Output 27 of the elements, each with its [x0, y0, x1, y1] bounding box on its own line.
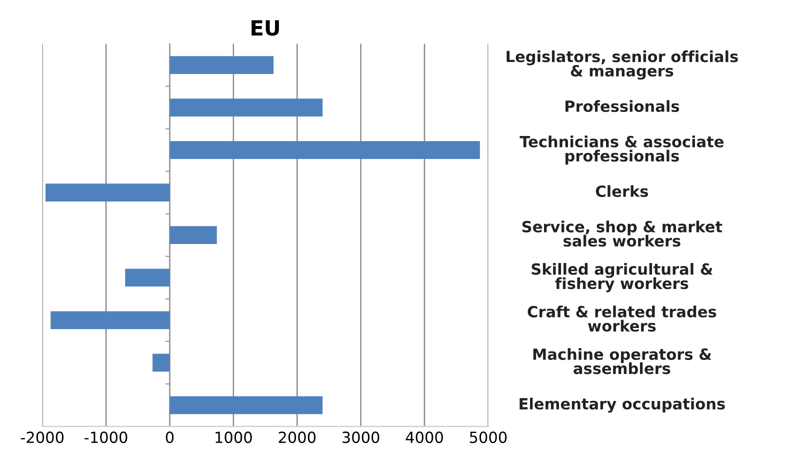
- x-tick-label: 2000: [278, 432, 316, 444]
- x-tick-label: -2000: [20, 432, 64, 444]
- bar: [46, 184, 170, 202]
- y-tick-label: Craft & related trades workers: [528, 306, 716, 332]
- y-tick-label: Clerks: [596, 185, 648, 198]
- y-tick-label: Elementary occupations: [520, 398, 725, 413]
- bar: [152, 354, 170, 372]
- bar: [170, 226, 217, 244]
- y-tick-label: Service, shop & market sales workers: [522, 220, 722, 247]
- y-tick-label: Machine operators & assemblers: [533, 348, 712, 374]
- chart-title: EU: [252, 20, 279, 36]
- y-tick-label: Technicians & associate professionals: [520, 136, 724, 165]
- bar: [170, 56, 274, 74]
- x-tick-label: 3000: [342, 432, 380, 444]
- y-tick-label: Professionals: [566, 100, 680, 112]
- x-tick-label: 0: [166, 432, 174, 444]
- bar: [170, 98, 323, 116]
- bar: [170, 396, 323, 414]
- y-tick-label: Skilled agricultural & fishery workers: [532, 263, 713, 292]
- bar: [125, 268, 170, 287]
- x-tick-label: 4000: [406, 432, 443, 444]
- bar: [170, 141, 480, 160]
- x-tick-label: 5000: [470, 432, 507, 444]
- bar: [50, 311, 170, 330]
- x-tick-label: 1000: [216, 432, 252, 444]
- x-tick-label: -1000: [84, 432, 128, 444]
- y-tick-label: Legislators, senior officials & managers: [506, 50, 738, 80]
